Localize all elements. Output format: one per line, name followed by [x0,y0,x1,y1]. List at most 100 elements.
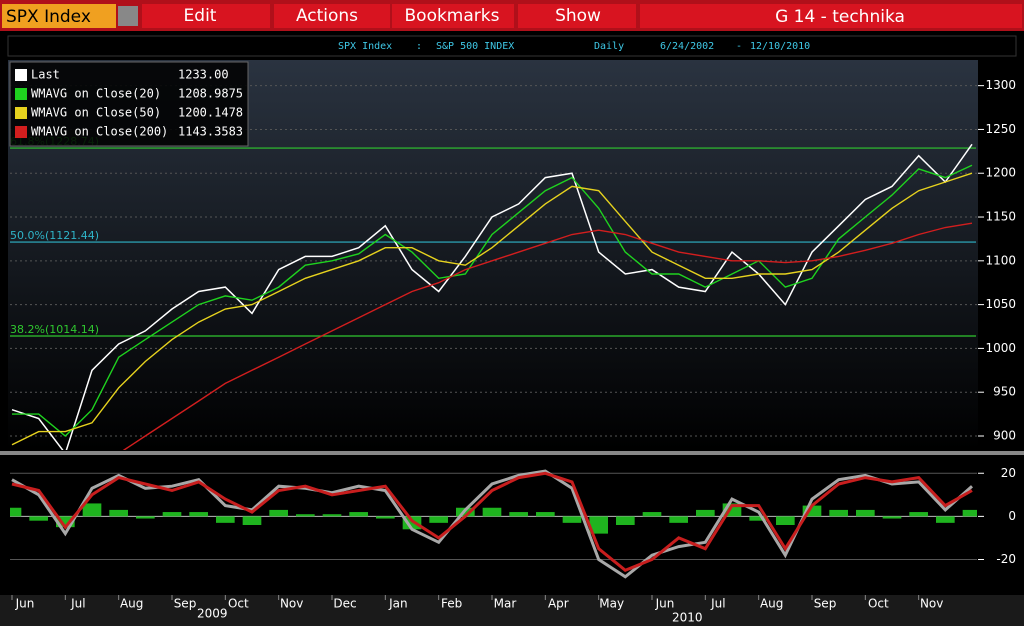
histogram-bar [642,512,662,517]
x-tick-label: Jan [388,597,408,611]
histogram-bar [776,516,795,525]
histogram-bar [296,514,315,517]
title-box [640,4,1022,28]
legend-label: WMAVG on Close(20) [31,87,161,101]
x-tick-label: Mar [494,597,517,611]
histogram-bar [589,516,608,534]
y-tick-label: 900 [993,428,1016,442]
histogram-bar [856,509,875,517]
x-tick-label: Feb [441,597,462,611]
legend [9,61,249,147]
legend-value: 1200.1478 [178,106,243,120]
menu-button[interactable] [518,4,636,28]
histogram-bar [136,516,155,519]
legend-value: 1208.9875 [178,87,243,101]
series-line [11,469,973,579]
menu[interactable]: Show [555,6,601,26]
header-start: 6/24/2002 [660,41,714,52]
histogram-bar [429,516,448,523]
header-bar [7,35,1017,57]
x-tick-label: Aug [120,597,143,611]
histogram-bar [82,503,102,517]
y-tick-label: 1150 [985,210,1016,224]
legend-swatch [15,107,27,119]
y-tick-label: 1250 [985,122,1016,136]
page-title: G 14 - technika [775,7,905,27]
x-tick-label: Jun [655,597,675,611]
menu[interactable]: Edit [184,6,217,26]
menu[interactable]: Bookmarks [405,6,500,26]
histogram-bar [749,516,768,521]
series-line [122,222,973,450]
y-tick-label: 20 [1001,466,1016,480]
histogram-bar [562,516,582,523]
x-tick-label: May [599,597,624,611]
dropdown[interactable] [118,6,138,26]
legend-value: 1233.00 [178,68,229,82]
histogram-bar [482,507,502,517]
y-tick-label: 950 [993,385,1016,399]
security[interactable]: SPX Index [6,7,91,27]
header-end: 12/10/2010 [750,41,810,52]
year-label: 2009 [197,607,228,621]
y-tick-label: -20 [996,552,1016,566]
series-line [11,471,973,573]
menu-button[interactable] [274,4,390,28]
x-tick-label: Oct [868,597,889,611]
series-line [11,172,973,446]
legend-swatch [15,69,27,81]
fib-label: 38.2%(1014.14) [10,323,99,336]
x-tick-label: Dec [333,597,356,611]
legend-label: WMAVG on Close(50) [31,106,161,120]
histogram-bar [56,516,75,528]
histogram-bar [242,516,262,525]
header-name: S&P 500 INDEX [436,41,514,52]
histogram-bar [829,509,848,517]
histogram-bar [936,516,955,523]
x-tick-label: Nov [920,597,943,611]
legend-label: Last [31,68,60,82]
y-tick-label: 1300 [985,78,1016,92]
histogram-bar [909,512,928,517]
histogram-bar [269,509,288,517]
histogram-bar [882,516,902,519]
y-tick-label: 1200 [985,166,1016,180]
y-tick-label: 1050 [985,297,1016,311]
histogram-bar [962,509,977,517]
histogram-bar [109,509,128,517]
histogram-bar [616,516,635,525]
series-line [11,143,973,450]
histogram-bar [216,516,235,523]
histogram-bar [669,516,688,523]
legend-label: WMAVG on Close(200) [31,125,168,139]
histogram-bar [10,507,22,517]
histogram-bar [402,516,422,530]
histogram-bar [162,512,182,517]
header-sep: : [416,41,422,52]
histogram-bar [696,509,715,517]
histogram-bar [29,516,48,521]
security-box[interactable] [2,4,116,28]
x-axis-strip [0,595,1024,626]
histogram-bar [322,514,342,517]
x-tick-label: Jul [70,597,85,611]
x-tick-label: Apr [548,597,569,611]
header-ticker: SPX Index [338,41,392,52]
menu-button[interactable] [392,4,514,28]
osc-panel [8,456,978,594]
histogram-bar [536,512,555,517]
menu[interactable]: Actions [296,6,358,26]
x-tick-label: Aug [760,597,783,611]
histogram-bar [376,516,395,519]
histogram-bar [509,512,528,517]
fib-label: 50.0%(1121.44) [10,229,99,242]
menu-button[interactable] [142,4,270,28]
x-tick-label: Jul [710,597,725,611]
x-tick-label: Nov [280,597,303,611]
header-dash: - [736,41,742,52]
histogram-bar [802,505,822,517]
x-tick-label: Oct [228,597,249,611]
x-tick-label: Sep [814,597,837,611]
header-period: Daily [594,41,624,52]
